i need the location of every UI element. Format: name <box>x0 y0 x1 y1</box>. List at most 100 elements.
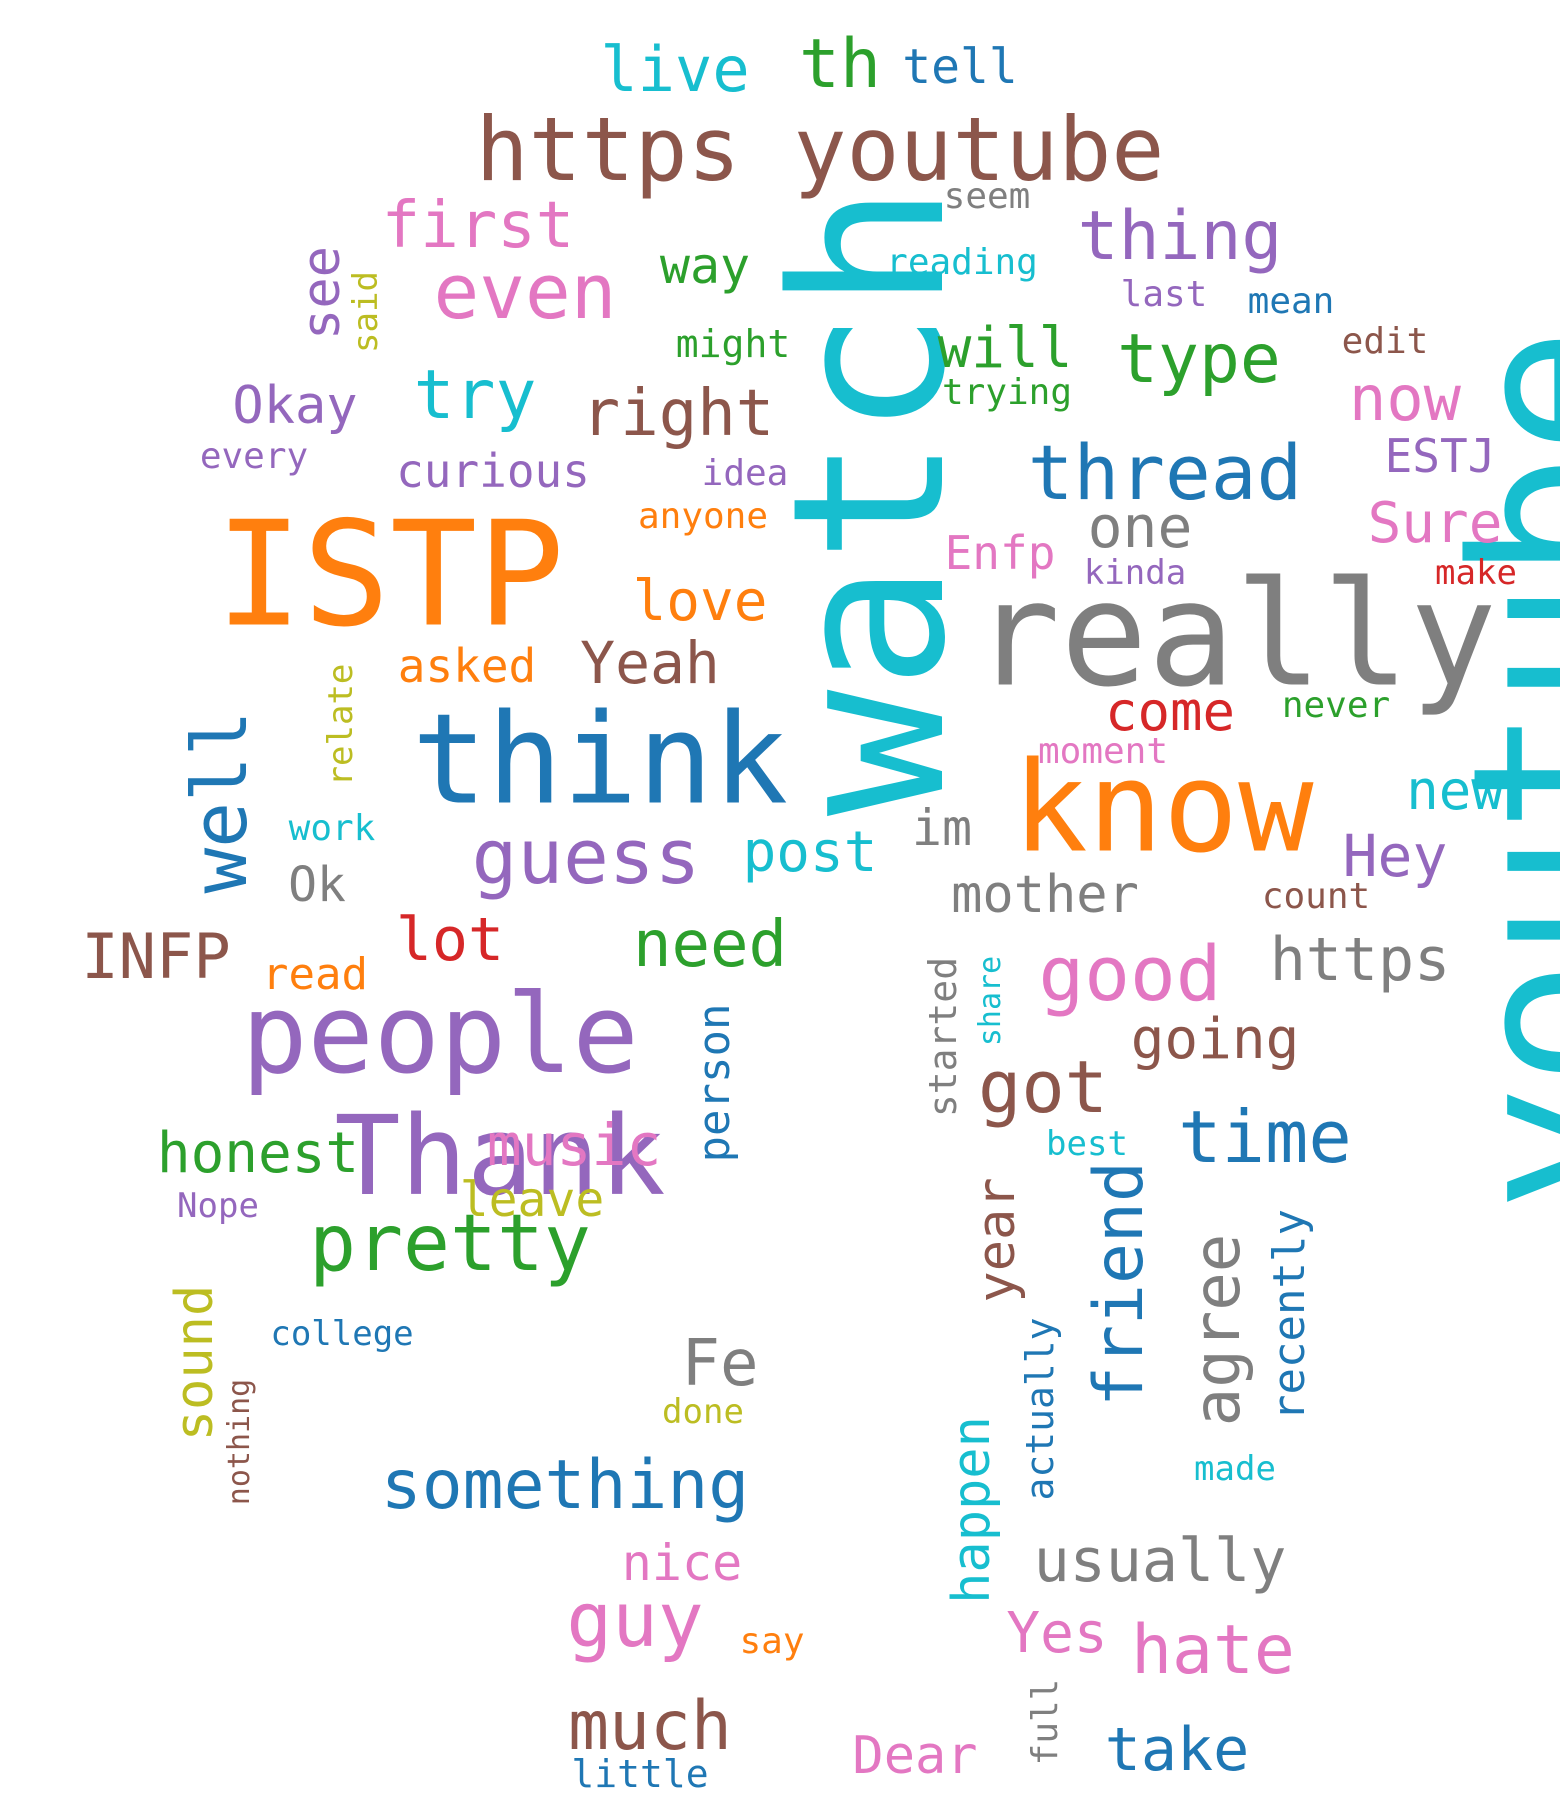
word-one: one <box>1087 493 1193 561</box>
word-something: something <box>380 1446 750 1525</box>
word-person: person <box>689 1003 740 1163</box>
word-made: made <box>1194 1449 1276 1489</box>
word-love: love <box>632 569 768 634</box>
word-nice: nice <box>621 1534 743 1592</box>
word-enfp: Enfp <box>944 526 1056 580</box>
word-right: right <box>581 377 775 451</box>
word-never: never <box>1281 685 1391 726</box>
word-got: got <box>977 1045 1109 1129</box>
word-dear: Dear <box>852 1726 978 1786</box>
word-https: https <box>1269 925 1451 995</box>
word-say: say <box>739 1621 805 1662</box>
word-full: full <box>1025 1678 1066 1766</box>
word-hate: hate <box>1131 1611 1295 1690</box>
word-trying: trying <box>941 372 1073 413</box>
word-estj: ESTJ <box>1384 429 1496 483</box>
word-anyone: anyone <box>637 496 769 537</box>
word-friend: friend <box>1080 1161 1159 1407</box>
word-much: much <box>568 1687 732 1766</box>
word-started: started <box>921 956 965 1118</box>
word-count: count <box>1261 876 1371 917</box>
word-live: live <box>600 33 750 106</box>
word-little: little <box>571 1752 709 1795</box>
word-hey: Hey <box>1342 822 1448 890</box>
word-nope: Nope <box>177 1186 259 1226</box>
word-asked: asked <box>397 639 537 693</box>
word-last: last <box>1120 274 1208 315</box>
word-think: think <box>411 687 789 833</box>
word-thread: thread <box>1027 428 1303 517</box>
word-moment: moment <box>1037 731 1169 772</box>
word-reading: reading <box>886 242 1038 283</box>
word-happen: happen <box>942 1416 1002 1604</box>
word-thank: Thank <box>334 1092 666 1220</box>
word-ok: Ok <box>288 857 346 913</box>
word-okay: Okay <box>232 376 358 436</box>
word-even: even <box>433 247 617 336</box>
word-every: every <box>199 436 309 477</box>
word-try: try <box>413 356 537 435</box>
word-year: year <box>967 1177 1027 1303</box>
word-type: type <box>1117 320 1281 399</box>
word-first: first <box>381 189 575 263</box>
word-yeah: Yeah <box>580 629 720 697</box>
word-read: read <box>262 949 368 1000</box>
word-th: th <box>799 25 881 104</box>
word-good: good <box>1038 929 1222 1018</box>
word-actually: actually <box>1018 1317 1062 1501</box>
word-people: people <box>241 970 639 1098</box>
word-sure: Sure <box>1367 491 1503 556</box>
word-now: now <box>1349 362 1461 435</box>
word-recently: recently <box>1264 1209 1315 1421</box>
word-nothing: nothing <box>222 1378 257 1506</box>
word-mean: mean <box>1247 281 1335 322</box>
word-post: post <box>742 820 878 885</box>
word-know: know <box>1012 735 1314 881</box>
word-well: well <box>175 710 264 894</box>
word-pretty: pretty <box>309 1199 591 1289</box>
word-time: time <box>1178 1095 1352 1179</box>
word-music: music <box>486 1111 662 1179</box>
word-will: will <box>937 316 1073 381</box>
word-idea: idea <box>701 453 789 494</box>
word-done: done <box>662 1392 744 1432</box>
word-might: might <box>675 322 791 366</box>
word-see: see <box>292 246 352 340</box>
word-new: new <box>1406 759 1504 822</box>
word-guy: guy <box>566 1575 704 1664</box>
word-come: come <box>1104 680 1236 743</box>
word-usually: usually <box>1033 1526 1287 1596</box>
word-share: share <box>973 955 1008 1047</box>
word-going: going <box>1130 1007 1300 1072</box>
word-honest: honest <box>156 1121 360 1186</box>
word-thing: thing <box>1077 197 1283 276</box>
word-guess: guess <box>471 812 701 901</box>
word-seem: seem <box>943 176 1031 217</box>
word-leave: leave <box>459 1172 605 1228</box>
word-agree: agree <box>1181 1233 1255 1427</box>
word-edit: edit <box>1341 321 1429 362</box>
word-infp: INFP <box>81 920 231 993</box>
word-fe: Fe <box>681 1327 759 1401</box>
word-best: best <box>1046 1124 1128 1164</box>
word-really: really <box>973 550 1497 720</box>
word-lot: lot <box>395 905 505 975</box>
word-istp: ISTP <box>215 490 565 660</box>
word-sound: sound <box>165 1284 225 1442</box>
word-said: said <box>346 271 386 353</box>
word-way: way <box>659 237 751 295</box>
word-mother: mother <box>951 865 1139 925</box>
word-make: make <box>1435 553 1517 593</box>
word-curious: curious <box>396 444 590 498</box>
word-work: work <box>288 808 376 849</box>
word-take: take <box>1104 1715 1250 1785</box>
word-https-youtube: https youtube <box>475 98 1165 201</box>
word-tell: tell <box>902 39 1018 95</box>
word-yes: Yes <box>1006 1601 1108 1666</box>
word-im: im <box>911 799 973 857</box>
word-college: college <box>270 1314 414 1354</box>
word-kinda: kinda <box>1083 553 1187 593</box>
word-relate: relate <box>321 663 361 787</box>
word-need: need <box>632 908 788 982</box>
